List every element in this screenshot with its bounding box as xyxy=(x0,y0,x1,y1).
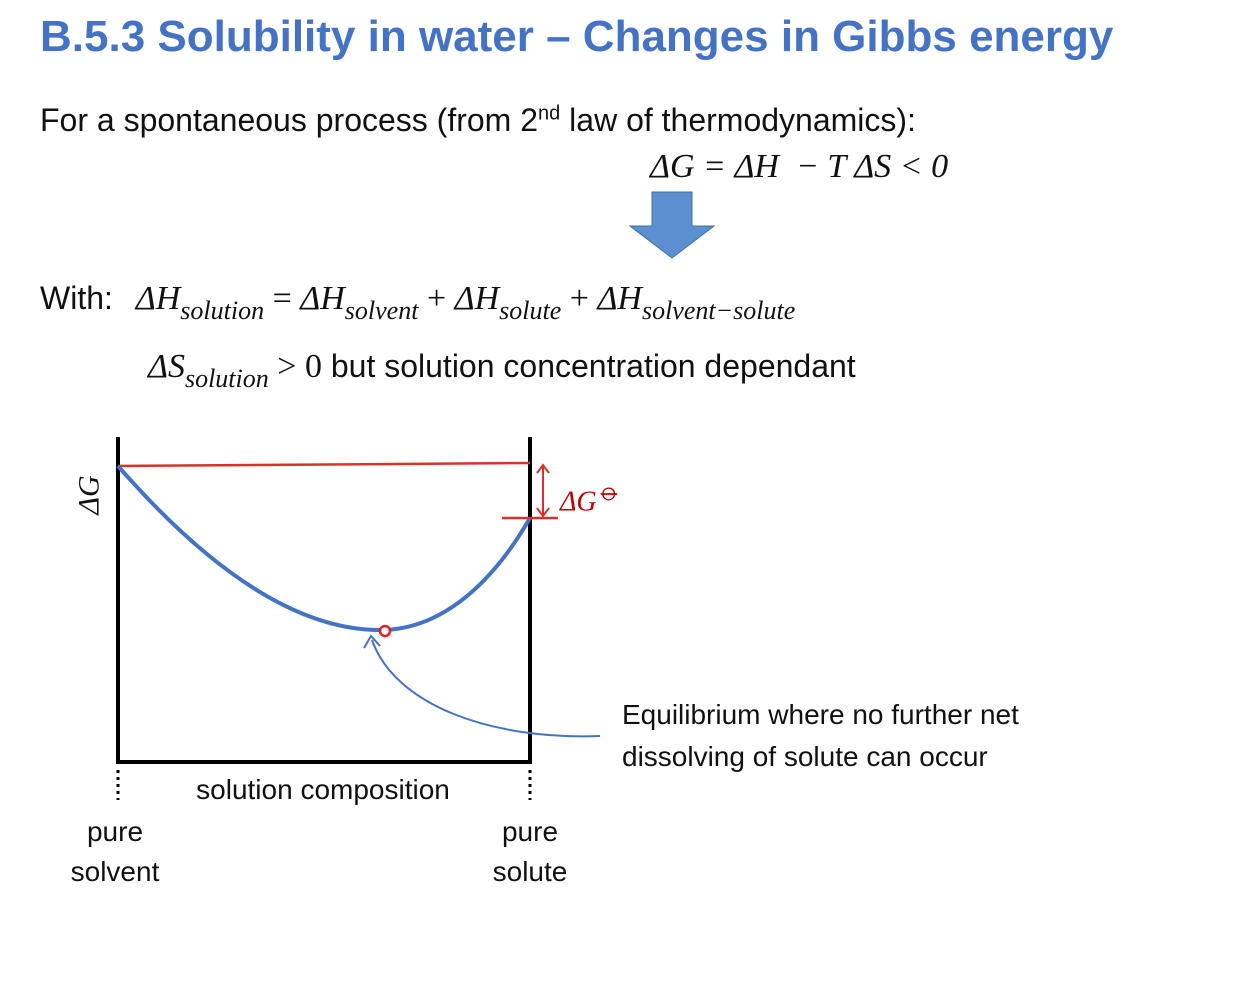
left-end-label: pure solvent xyxy=(71,812,160,892)
entropy-symbol: ΔS xyxy=(148,348,185,385)
delta-g-symbol: ΔG xyxy=(560,486,597,518)
entropy-relation: > 0 xyxy=(277,348,322,385)
equilibrium-point xyxy=(378,624,392,638)
x-axis-label: solution composition xyxy=(196,774,450,805)
label-line: pure xyxy=(86,816,144,847)
term-sub: solution xyxy=(180,296,265,325)
with-label: With: xyxy=(40,280,113,316)
term-symbol: ΔH xyxy=(454,280,500,317)
axis-frame xyxy=(116,437,532,764)
label-line: pure xyxy=(501,816,559,847)
annotation-line: Equilibrium where no further net xyxy=(622,699,1019,730)
intro-text: For a spontaneous process (from 2nd law … xyxy=(40,102,916,139)
label-line: solute xyxy=(492,856,568,887)
term-symbol: ΔH xyxy=(597,280,642,317)
intro-end: law of thermodynamics): xyxy=(560,102,916,138)
down-arrow xyxy=(628,191,716,259)
operator: = xyxy=(272,280,292,317)
intro-start: For a spontaneous process (from 2 xyxy=(40,102,539,138)
with-line: With: ΔHsolution = ΔHsolvent + ΔHsolute … xyxy=(40,280,795,325)
term-symbol: ΔH xyxy=(300,280,345,317)
operator: + xyxy=(569,280,589,317)
operator: + xyxy=(426,280,447,317)
term-sub: solute xyxy=(499,296,562,325)
delta-g-label: ΔG⦵ xyxy=(560,474,622,518)
gibbs-curve xyxy=(116,464,532,633)
reference-line xyxy=(117,461,531,468)
y-axis-label: ΔG xyxy=(72,475,106,515)
term-symbol: ΔH xyxy=(135,280,181,317)
delta-arrow xyxy=(536,463,550,518)
annotation-line: dissolving of solute can occur xyxy=(622,741,988,772)
gibbs-equation: ΔG = ΔH − T ΔS < 0 xyxy=(650,148,949,185)
entropy-sub: solution xyxy=(184,364,269,393)
term-sub: solvent−solute xyxy=(641,296,796,325)
delta-g-sup: ⦵ xyxy=(596,474,622,507)
annotation: Equilibrium where no further net dissolvi… xyxy=(622,694,1019,778)
label-line: solvent xyxy=(70,856,160,887)
axes xyxy=(116,437,532,800)
slide-title: B.5.3 Solubility in water – Changes in G… xyxy=(40,12,1114,61)
entropy-text: but solution concentration dependant xyxy=(330,348,856,384)
right-end-label: pure solute xyxy=(493,812,568,892)
axis-dots xyxy=(116,770,532,800)
pointer-arrow xyxy=(371,639,601,738)
entropy-line: ΔSsolution > 0 but solution concentratio… xyxy=(148,348,856,393)
pointer-head xyxy=(363,634,381,649)
intro-sup: nd xyxy=(538,102,561,125)
term-sub: solvent xyxy=(344,296,419,325)
